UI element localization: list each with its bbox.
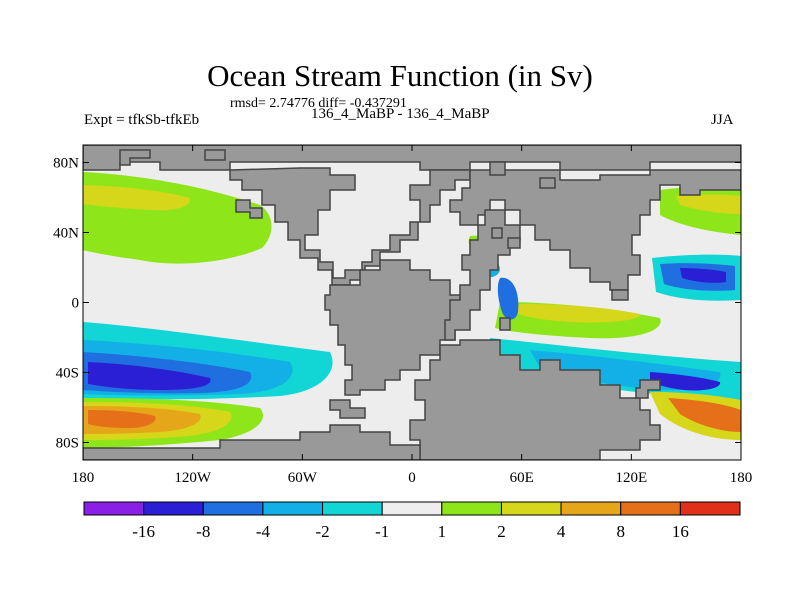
colorbar-label: 4 (557, 522, 566, 541)
contour-negative-4-indian-patch (497, 277, 519, 320)
colorbar-swatch (202, 501, 264, 516)
x-tick-label: 120W (174, 470, 212, 486)
y-tick-label: 40N (53, 226, 79, 242)
landmasses (83, 145, 741, 460)
x-tick-label: 180 (730, 470, 753, 486)
land-southern-strip (83, 424, 421, 460)
colorbar-swatch (500, 501, 562, 516)
y-axis: 80N 40N 0 40S 80S (53, 156, 741, 452)
x-tick-label: 0 (408, 470, 416, 486)
contour-positive-4-indian (515, 304, 641, 323)
contour-negative-8-npac (680, 268, 726, 283)
land-island-arctic-3 (489, 161, 506, 176)
land-south-america (324, 259, 461, 396)
case-label: 136_4_MaBP - 136_4_MaBP (311, 106, 490, 122)
land-island-arctic-2 (204, 149, 226, 161)
land-island-south-1 (329, 399, 366, 419)
colorbar-label: -4 (256, 522, 271, 541)
colorbar-label: -2 (315, 522, 329, 541)
contour-positive-4-npac (676, 194, 741, 214)
land-antarctica-block (409, 339, 661, 460)
contour-negative-8-indian (650, 372, 721, 391)
contour-positive-16-australia (668, 398, 741, 432)
chart-title: Ocean Stream Function (in Sv) (207, 58, 593, 93)
stats-label: rmsd= 2.74776 diff= -0.437291 (230, 96, 407, 111)
contour-positive-4 (83, 185, 191, 211)
colorbar-label: -16 (132, 522, 155, 541)
colorbar-label: -8 (196, 522, 210, 541)
colorbar-swatch (143, 501, 204, 516)
land-island-pacific (611, 289, 629, 301)
colorbar-label: 1 (438, 522, 447, 541)
x-axis: 180 120W 60W 0 60E 120E 180 (72, 145, 753, 486)
y-tick-label: 40S (56, 366, 79, 382)
x-tick-label: 60W (288, 470, 318, 486)
experiment-label: Expt = tfkSb-tfkEb (84, 112, 200, 128)
contour-negative-8 (88, 362, 211, 390)
land-island-arctic-1 (119, 149, 151, 166)
land-mideast-2 (507, 237, 521, 249)
stream-function-contours (83, 172, 741, 448)
colorbar-swatch (322, 501, 383, 516)
colorbar-label: 8 (616, 522, 625, 541)
x-tick-label: 180 (72, 470, 95, 486)
x-tick-label: 120E (615, 470, 647, 486)
colorbar-swatch (620, 501, 681, 516)
x-tick-label: 60E (510, 470, 534, 486)
land-eurasia (449, 169, 741, 291)
map-panel (83, 145, 741, 460)
y-tick-label: 80N (53, 156, 79, 172)
colorbar-swatch (381, 501, 443, 516)
land-island-arctic-4 (539, 177, 556, 189)
land-mideast-1 (491, 227, 503, 239)
land-mideast-3 (499, 317, 511, 331)
season-label: JJA (711, 112, 734, 128)
land-greenland (235, 199, 263, 219)
colorbar-swatch (441, 501, 502, 516)
contour-positive-16-south (88, 410, 156, 428)
colorbar-label: -1 (375, 522, 389, 541)
colorbar-label: 2 (497, 522, 506, 541)
colorbar-label: 16 (672, 522, 689, 541)
colorbar: -16 -8 -4 -2 -1 1 2 4 8 16 (83, 501, 741, 541)
colorbar-swatch (560, 501, 622, 516)
y-tick-label: 0 (72, 296, 80, 312)
land-island-south-2 (635, 379, 661, 399)
colorbar-swatch (83, 501, 145, 516)
colorbar-swatch (679, 501, 741, 516)
y-tick-label: 80S (56, 436, 79, 452)
colorbar-swatch (262, 501, 324, 516)
